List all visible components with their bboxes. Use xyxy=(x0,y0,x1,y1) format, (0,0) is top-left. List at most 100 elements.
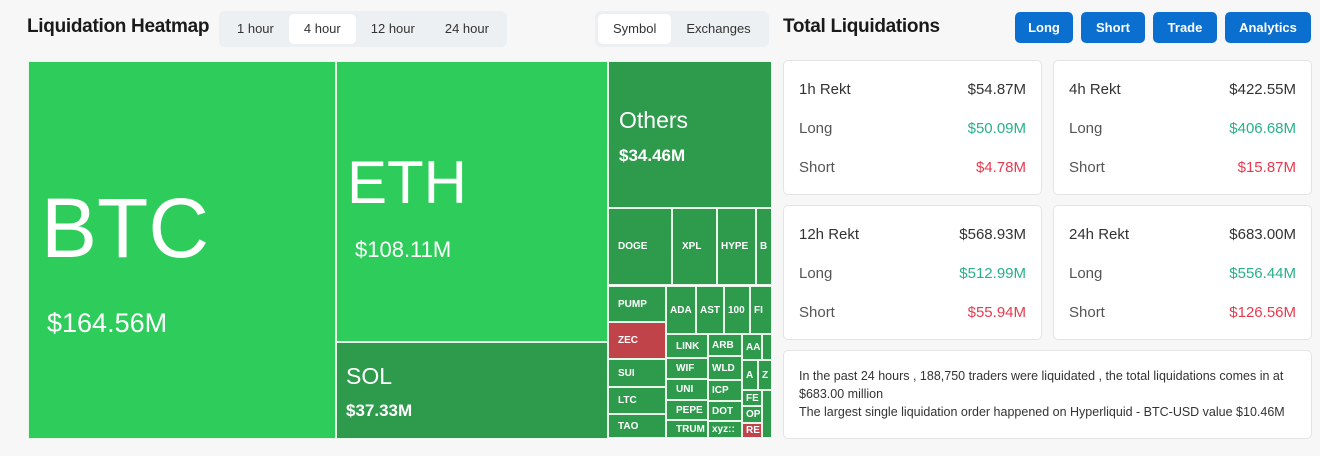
heatmap-cell-arb[interactable]: ARB xyxy=(708,334,742,356)
row-label: Long xyxy=(1069,265,1103,282)
heatmap-cell-trum[interactable]: TRUM xyxy=(666,420,708,438)
heatmap-cell-dot[interactable]: DOT xyxy=(708,401,742,421)
tab-24-hour[interactable]: 24 hour xyxy=(444,21,489,36)
heatmap-cell-blank[interactable] xyxy=(762,334,772,360)
trade-button[interactable]: Trade xyxy=(1153,12,1217,43)
tab-4-hour[interactable]: 4 hour xyxy=(288,14,356,44)
cell-symbol: DOGE xyxy=(618,241,648,252)
cell-symbol: TAO xyxy=(618,420,639,432)
row-value: $50.09M xyxy=(967,120,1026,137)
row-label: Short xyxy=(799,304,835,321)
summary-card: In the past 24 hours , 188,750 traders w… xyxy=(783,350,1312,439)
cell-symbol: AST xyxy=(700,304,720,316)
cell-symbol: LINK xyxy=(676,340,700,352)
row-label: 24h Rekt xyxy=(1069,226,1130,243)
cell-symbol: B xyxy=(760,241,768,252)
cell-symbol: WIF xyxy=(676,363,695,374)
row-label: Long xyxy=(799,120,833,137)
heatmap-cell-sol[interactable]: SOL $37.33M xyxy=(336,342,608,439)
heatmap-cell-sui[interactable]: SUI xyxy=(608,359,666,387)
cell-symbol: SUI xyxy=(618,367,635,379)
long-row: Long $406.68M xyxy=(1069,120,1296,137)
view-tabs: Symbol Exchanges xyxy=(595,11,769,47)
cell-symbol: SOL xyxy=(346,363,393,389)
cell-symbol: ICP xyxy=(712,385,729,396)
total-row: 12h Rekt $568.93M xyxy=(799,226,1026,243)
cell-symbol: ARB xyxy=(712,339,734,351)
row-value: $556.44M xyxy=(1229,265,1296,282)
heatmap-cell-fi[interactable]: FI xyxy=(750,286,772,334)
short-row: Short $126.56M xyxy=(1069,304,1296,321)
cell-symbol: UNI xyxy=(676,384,694,395)
heatmap-cell-wld[interactable]: WLD xyxy=(708,356,742,380)
cell-symbol: PEPE xyxy=(676,404,703,416)
heatmap-cell-100[interactable]: 100 xyxy=(724,286,750,334)
row-value: $55.94M xyxy=(967,304,1026,321)
cell-symbol: 100 xyxy=(728,304,745,316)
heatmap-title: Liquidation Heatmap xyxy=(27,16,210,37)
cell-symbol: ZEC xyxy=(618,335,638,346)
row-value: $126.56M xyxy=(1229,304,1296,321)
long-row: Long $50.09M xyxy=(799,120,1026,137)
row-value: $512.99M xyxy=(959,265,1026,282)
heatmap-cell-blank[interactable] xyxy=(762,390,772,438)
heatmap-cell-ltc[interactable]: LTC xyxy=(608,387,666,414)
heatmap-cell-b[interactable]: B xyxy=(756,208,772,285)
heatmap-cell-pepe[interactable]: PEPE xyxy=(666,400,708,420)
heatmap-cell-z[interactable]: Z xyxy=(758,360,772,390)
heatmap-cell-pump[interactable]: PUMP xyxy=(608,286,666,322)
long-button[interactable]: Long xyxy=(1015,12,1073,43)
row-value: $683.00M xyxy=(1229,226,1296,243)
cell-value: $34.46M xyxy=(619,146,686,165)
heatmap-cell-link[interactable]: LINK xyxy=(666,334,708,358)
cell-symbol: DOT xyxy=(712,405,734,417)
heatmap-cell-aa[interactable]: AA xyxy=(742,334,762,360)
rekt-card-12h: 12h Rekt $568.93M Long $512.99M Short $55.94M xyxy=(783,205,1042,340)
rekt-card-1h: 1h Rekt $54.87M Long $50.09M Short $4.78M xyxy=(783,60,1042,195)
tab-exchanges[interactable]: Exchanges xyxy=(686,21,751,36)
tab-symbol[interactable]: Symbol xyxy=(598,14,672,44)
cell-symbol: FI xyxy=(754,304,763,316)
cell-symbol: HYPE xyxy=(721,241,749,252)
short-button[interactable]: Short xyxy=(1081,12,1145,43)
rekt-card-4h: 4h Rekt $422.55M Long $406.68M Short $15.87M xyxy=(1053,60,1312,195)
heatmap-cell-others[interactable]: Others $34.46M xyxy=(608,61,772,208)
heatmap-cell-re[interactable]: RE xyxy=(742,423,762,438)
cell-value: $108.11M xyxy=(355,237,452,262)
short-row: Short $4.78M xyxy=(799,159,1026,176)
total-row: 24h Rekt $683.00M xyxy=(1069,226,1296,243)
cell-symbol: BTC xyxy=(41,181,209,275)
heatmap-cell-ada[interactable]: ADA xyxy=(666,286,696,334)
tab-12-hour[interactable]: 12 hour xyxy=(370,21,415,36)
cell-symbol: XPL xyxy=(682,241,702,252)
row-value: $406.68M xyxy=(1229,120,1296,137)
heatmap-cell-uni[interactable]: UNI xyxy=(666,379,708,400)
row-label: 12h Rekt xyxy=(799,226,860,243)
row-label: 1h Rekt xyxy=(799,81,851,98)
analytics-button[interactable]: Analytics xyxy=(1225,12,1311,43)
heatmap-cell-wif[interactable]: WIF xyxy=(666,358,708,379)
row-value: $54.87M xyxy=(967,81,1026,98)
heatmap-cell-tao[interactable]: TAO xyxy=(608,414,666,438)
heatmap-cell-zec[interactable]: ZEC xyxy=(608,322,666,359)
heatmap-cell-xyz[interactable]: xyz:: xyxy=(708,421,742,438)
heatmap-cell-btc[interactable]: BTC $164.56M xyxy=(28,61,336,439)
total-liquidations-title: Total Liquidations xyxy=(783,16,940,37)
tab-1-hour[interactable]: 1 hour xyxy=(237,21,274,36)
largest-order-text: The largest single liquidation order hap… xyxy=(799,405,1285,419)
heatmap-cell-eth[interactable]: ETH $108.11M xyxy=(336,61,608,342)
heatmap-cell-doge[interactable]: DOGE xyxy=(608,208,672,285)
heatmap-cell-hype[interactable]: HYPE xyxy=(717,208,756,285)
heatmap-cell-xpl[interactable]: XPL xyxy=(672,208,717,285)
heatmap-cell-op[interactable]: OP xyxy=(742,406,762,423)
heatmap-cell-ast[interactable]: AST xyxy=(696,286,724,334)
cell-symbol: Z xyxy=(762,369,769,381)
heatmap-cell-fe[interactable]: FE xyxy=(742,390,762,406)
heatmap-cell-a[interactable]: A xyxy=(742,360,758,390)
row-label: Long xyxy=(1069,120,1103,137)
row-value: $422.55M xyxy=(1229,81,1296,98)
cell-symbol: Others xyxy=(619,107,689,133)
heatmap-cell-icp[interactable]: ICP xyxy=(708,380,742,401)
cell-symbol: AA xyxy=(746,341,761,353)
cell-symbol: PUMP xyxy=(618,298,647,310)
